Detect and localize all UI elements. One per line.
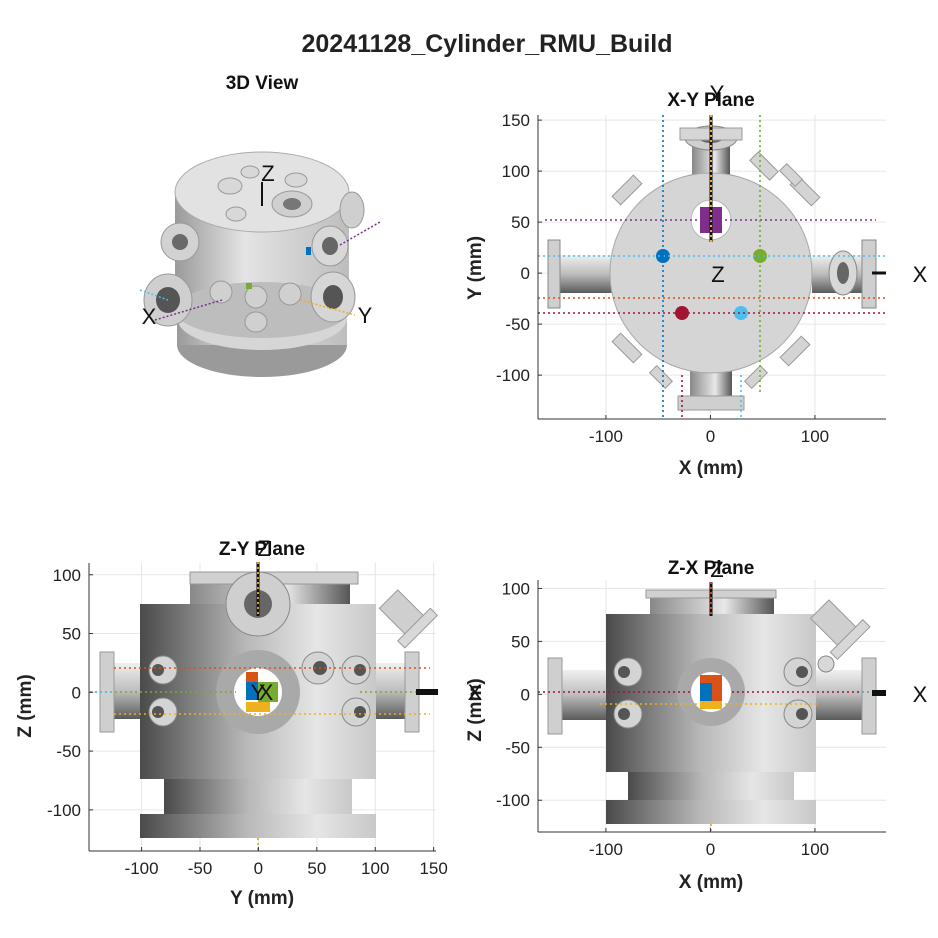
axis-label-z-3d: Z [261, 161, 274, 186]
zx-xtick-label: 100 [801, 840, 829, 859]
marker-cyan [734, 306, 748, 320]
xy-label-y: Y [710, 81, 725, 106]
zx-label-x-center: X [468, 680, 483, 705]
zx-plane-panel: -100 0 100 -100 -50 0 50 100 Z-X Plane X (mm) Z… [465, 557, 928, 893]
zy-xtick-label: -50 [188, 859, 213, 878]
xy-xtick-label: 100 [801, 427, 829, 446]
xy-ytick-label: 50 [511, 213, 530, 232]
zx-ylabel: Z (mm) [465, 678, 486, 741]
view-3d-title: 3D View [226, 73, 299, 94]
zx-axes: -100 0 100 -100 -50 0 50 100 [496, 579, 886, 859]
zx-xtick-label: 0 [706, 840, 715, 859]
zx-ytick-label: -50 [505, 738, 530, 757]
zx-label-z: Z [710, 557, 723, 582]
zy-xtick-label: 50 [307, 859, 326, 878]
figure-title: 20241128_Cylinder_RMU_Build [301, 30, 672, 58]
zx-label-x: X [913, 682, 928, 707]
xy-ytick-label: 0 [521, 264, 530, 283]
xy-plane-panel: -100 0 100 -100 -50 0 50 100 150 X-Y Plane X (mm… [465, 81, 928, 479]
axis-label-y-3d: Y [358, 303, 373, 328]
zy-title: Z-Y Plane [219, 539, 305, 560]
xy-xtick-label: 0 [706, 427, 715, 446]
xy-label-x: X [913, 262, 928, 287]
zy-ytick-label: 0 [72, 683, 81, 702]
zy-axes: -100 -50 0 50 100 150 -100 -50 0 50 100 [47, 563, 448, 878]
zx-chamber-drawing [538, 582, 886, 832]
zy-label-y: Y [251, 680, 266, 705]
zx-ytick-label: 100 [502, 579, 530, 598]
zx-xlabel: X (mm) [679, 872, 743, 893]
zy-label-z: Z [257, 536, 270, 561]
marker-red [675, 306, 689, 320]
chamber-3d-model [139, 151, 381, 377]
zy-xtick-label: 100 [361, 859, 389, 878]
zy-ytick-label: -100 [47, 801, 81, 820]
axis-label-x-3d: X [142, 304, 157, 329]
zy-ytick-label: 50 [62, 625, 81, 644]
zy-xlabel: Y (mm) [230, 888, 294, 909]
zy-ytick-label: -50 [56, 742, 81, 761]
zy-label-x: X [259, 680, 274, 705]
zy-ytick-label: 100 [53, 566, 81, 585]
zx-ytick-label: 50 [511, 632, 530, 651]
xy-ytick-label: 150 [502, 111, 530, 130]
zy-chamber-drawing [90, 562, 439, 852]
view-3d-panel: 3D View [139, 73, 381, 377]
xy-axes: -100 0 100 -100 -50 0 50 100 150 [496, 111, 886, 446]
xy-ylabel: Y (mm) [465, 236, 486, 300]
zx-title: Z-X Plane [668, 558, 755, 579]
xy-ytick-label: 100 [502, 162, 530, 181]
zy-xtick-label: -100 [125, 859, 159, 878]
zy-xtick-label: 0 [254, 859, 263, 878]
zy-ylabel: Z (mm) [15, 674, 36, 737]
zx-xtick-label: -100 [589, 840, 623, 859]
xy-ytick-label: -50 [505, 315, 530, 334]
xy-label-z: Z [711, 262, 724, 287]
zx-ytick-label: -100 [496, 791, 530, 810]
xy-chamber-drawing [538, 115, 886, 418]
xy-xtick-label: -100 [589, 427, 623, 446]
xy-title: X-Y Plane [667, 90, 754, 111]
zx-ytick-label: 0 [521, 685, 530, 704]
xy-ytick-label: -100 [496, 366, 530, 385]
zy-xtick-label: 150 [419, 859, 447, 878]
xy-xlabel: X (mm) [679, 458, 743, 479]
